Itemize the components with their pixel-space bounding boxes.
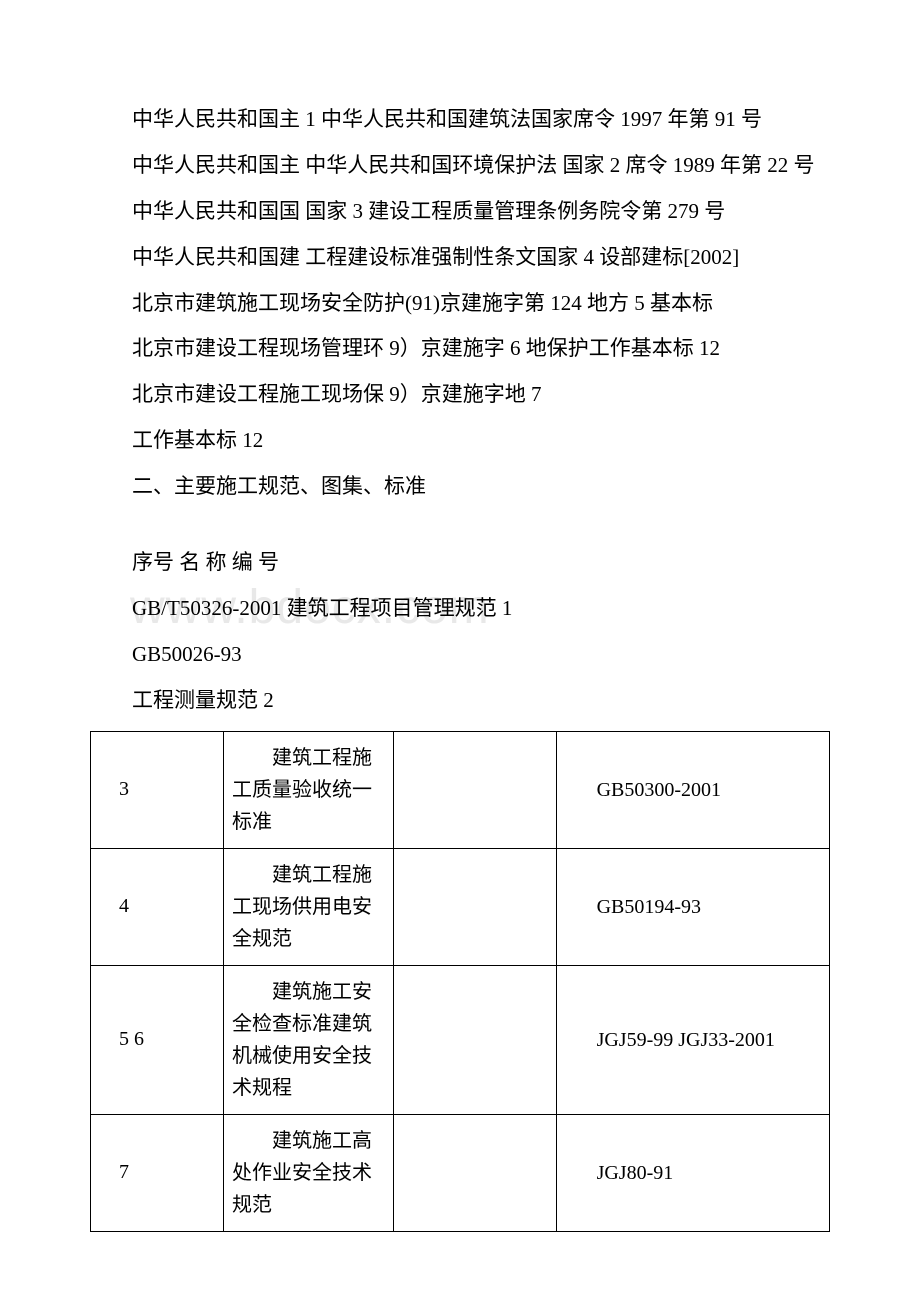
paragraph-4: 中华人民共和国建 工程建设标准强制性条文国家 4 设部建标[2002] bbox=[90, 238, 830, 278]
cell-blank bbox=[393, 1114, 556, 1231]
cell-code: GB50194-93 bbox=[556, 848, 829, 965]
cell-blank bbox=[393, 965, 556, 1114]
paragraph-10: 序号 名 称 编 号 bbox=[90, 543, 830, 583]
cell-number: 3 bbox=[91, 731, 224, 848]
paragraph-3: 中华人民共和国国 国家 3 建设工程质量管理条例务院令第 279 号 bbox=[90, 192, 830, 232]
cell-number: 4 bbox=[91, 848, 224, 965]
paragraph-12: GB50026-93 bbox=[90, 635, 830, 675]
paragraph-13: 工程测量规范 2 bbox=[90, 681, 830, 721]
paragraph-9: 二、主要施工规范、图集、标准 bbox=[90, 467, 830, 507]
table-row: 7 建筑施工高处作业安全技术规范 JGJ80-91 bbox=[91, 1114, 830, 1231]
paragraph-7: 北京市建设工程施工现场保 9）京建施字地 7 bbox=[90, 375, 830, 415]
cell-blank bbox=[393, 848, 556, 965]
table-row: 3 建筑工程施工质量验收统一标准 GB50300-2001 bbox=[91, 731, 830, 848]
table-row: 5 6 建筑施工安全检查标准建筑机械使用安全技术规程 JGJ59-99 JGJ3… bbox=[91, 965, 830, 1114]
cell-name: 建筑工程施工质量验收统一标准 bbox=[224, 731, 394, 848]
cell-name: 建筑施工安全检查标准建筑机械使用安全技术规程 bbox=[224, 965, 394, 1114]
cell-number: 5 6 bbox=[91, 965, 224, 1114]
spacer bbox=[90, 513, 830, 543]
paragraph-11: GB/T50326-2001 建筑工程项目管理规范 1 bbox=[90, 589, 830, 629]
document-content: 中华人民共和国主 1 中华人民共和国建筑法国家席令 1997 年第 91 号 中… bbox=[90, 100, 830, 1232]
paragraph-8: 工作基本标 12 bbox=[90, 421, 830, 461]
paragraph-5: 北京市建筑施工现场安全防护(91)京建施字第 124 地方 5 基本标 bbox=[90, 284, 830, 324]
cell-code: GB50300-2001 bbox=[556, 731, 829, 848]
standards-table: 3 建筑工程施工质量验收统一标准 GB50300-2001 4 建筑工程施工现场… bbox=[90, 731, 830, 1232]
cell-code: JGJ59-99 JGJ33-2001 bbox=[556, 965, 829, 1114]
paragraph-1: 中华人民共和国主 1 中华人民共和国建筑法国家席令 1997 年第 91 号 bbox=[90, 100, 830, 140]
cell-code: JGJ80-91 bbox=[556, 1114, 829, 1231]
cell-name: 建筑工程施工现场供用电安全规范 bbox=[224, 848, 394, 965]
cell-blank bbox=[393, 731, 556, 848]
paragraph-2: 中华人民共和国主 中华人民共和国环境保护法 国家 2 席令 1989 年第 22… bbox=[90, 146, 830, 186]
cell-number: 7 bbox=[91, 1114, 224, 1231]
paragraph-6: 北京市建设工程现场管理环 9）京建施字 6 地保护工作基本标 12 bbox=[90, 329, 830, 369]
table-row: 4 建筑工程施工现场供用电安全规范 GB50194-93 bbox=[91, 848, 830, 965]
cell-name: 建筑施工高处作业安全技术规范 bbox=[224, 1114, 394, 1231]
